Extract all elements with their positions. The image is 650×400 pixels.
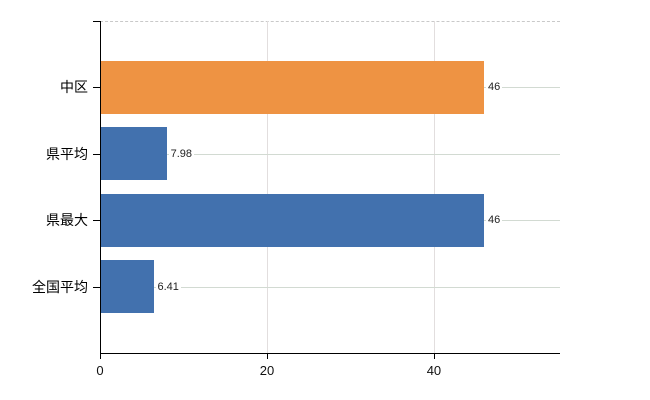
vertical-gridline: [266, 21, 268, 353]
bar-3: [100, 260, 154, 314]
x-tick-label: 0: [96, 363, 104, 378]
bar-0: [100, 60, 485, 114]
x-axis-line: [100, 353, 560, 354]
plot-area: 0 20 40 中区 46 県平均 7.98 県最大 46 全国平均 6.41: [32, 21, 560, 378]
value-label-1: 7.98: [168, 146, 195, 161]
value-label-3: 6.41: [155, 279, 181, 294]
y-axis-tick: [93, 153, 100, 155]
bar-2: [100, 193, 485, 247]
category-label-3: 全国平均: [32, 278, 88, 295]
x-axis-tick: [433, 353, 435, 359]
horizontal-gridline: [100, 286, 560, 288]
x-tick-label: 20: [259, 363, 275, 378]
category-label-1: 県平均: [46, 145, 88, 162]
y-axis-tick: [93, 21, 100, 22]
y-axis-tick: [93, 220, 100, 222]
y-axis-tick: [93, 87, 100, 89]
vertical-gridline: [433, 21, 435, 353]
y-axis-tick: [93, 286, 100, 288]
value-label-2: 46: [486, 213, 503, 228]
x-axis-tick: [266, 353, 268, 359]
x-tick-label: 40: [426, 363, 442, 378]
category-label-2: 県最大: [46, 212, 88, 229]
y-axis-line: [100, 21, 101, 353]
category-label-0: 中区: [60, 79, 88, 96]
plot-top-dashed-border: [100, 21, 560, 22]
x-axis-tick: [100, 353, 101, 359]
bar-1: [100, 127, 167, 181]
horizontal-gridline: [100, 153, 560, 155]
value-label-0: 46: [486, 80, 503, 95]
